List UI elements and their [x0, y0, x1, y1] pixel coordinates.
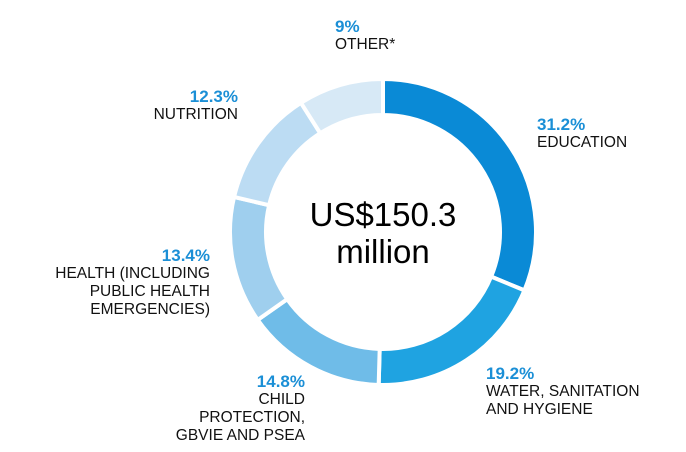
slice-value-child-protection: 14.8% — [256, 372, 305, 391]
slice-value-education: 31.2% — [537, 115, 586, 134]
center-label-unit: million — [336, 233, 430, 270]
slice-label-other: 9% OTHER* — [335, 18, 395, 54]
slice-other — [298, 76, 385, 137]
slice-category-child-protection-line1: CHILD — [258, 391, 305, 408]
slice-value-nutrition: 12.3% — [189, 87, 238, 106]
slice-value-health: 13.4% — [161, 246, 210, 265]
slice-category-child-protection-line3: GBVIE AND PSEA — [175, 427, 305, 444]
slice-category-nutrition: NUTRITION — [153, 106, 238, 123]
slice-value-wash: 19.2% — [486, 364, 535, 383]
slice-category-health-line1: HEALTH (INCLUDING — [55, 265, 210, 282]
slice-nutrition — [231, 100, 324, 208]
slice-label-health: 13.4% HEALTH (INCLUDING PUBLIC HEALTH EM… — [0, 247, 210, 319]
slice-category-wash-line2: AND HYGIENE — [486, 401, 593, 418]
slice-category-health-line2: PUBLIC HEALTH — [89, 283, 210, 300]
slice-label-education: 31.2% EDUCATION — [537, 116, 627, 152]
slice-value-other: 9% — [335, 17, 360, 36]
center-label-amount: US$150.3 — [309, 196, 457, 233]
center-label: US$150.3 million — [283, 196, 483, 270]
slice-category-child-protection-line2: PROTECTION, — [199, 409, 305, 426]
slice-category-health-line3: EMERGENCIES) — [90, 301, 210, 318]
slice-label-wash: 19.2% WATER, SANITATION AND HYGIENE — [486, 365, 640, 419]
slice-category-other: OTHER* — [335, 36, 396, 53]
slice-label-child-protection: 14.8% CHILD PROTECTION, GBVIE AND PSEA — [155, 373, 305, 445]
slice-health — [228, 194, 290, 323]
slice-label-nutrition: 12.3% NUTRITION — [100, 88, 238, 124]
slice-category-education: EDUCATION — [537, 134, 628, 151]
slice-category-wash-line1: WATER, SANITATION — [486, 383, 640, 400]
